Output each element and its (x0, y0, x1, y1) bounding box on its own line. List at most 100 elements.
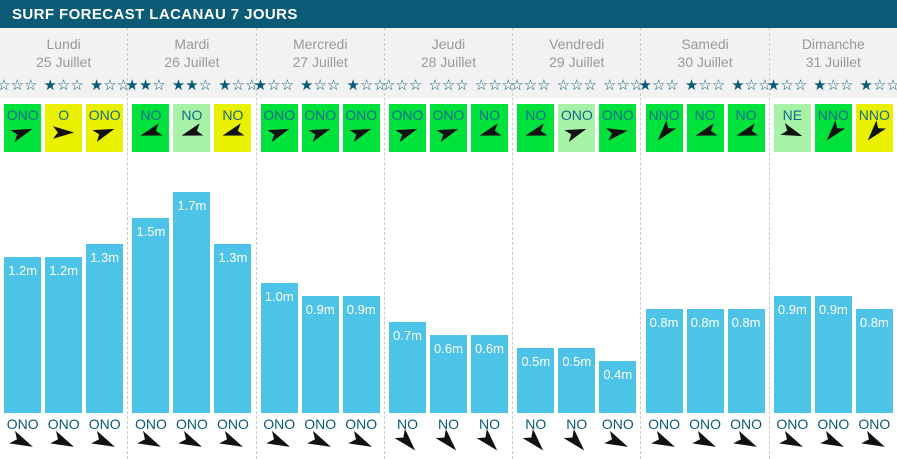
wind-direction-label: NE (782, 107, 803, 123)
wind-direction-label: ONO (263, 107, 296, 123)
wave-height-bar: 1.5m (132, 218, 170, 413)
wind-direction-label: NNO (858, 107, 890, 123)
wave-height-value: 0.6m (434, 341, 463, 356)
surf-rating-stars: ☆☆☆ ☆☆☆ ☆☆☆ (379, 76, 518, 94)
star-group: ★☆☆ (638, 77, 679, 94)
direction-arrow-icon (219, 430, 244, 447)
wind-cell: ONO (301, 104, 339, 152)
wind-direction-label: ONO (391, 107, 424, 123)
wave-height-bar: 1.2m (4, 257, 42, 413)
swell-direction-label: ONO (648, 416, 680, 432)
swell-item: ONO (646, 416, 683, 459)
direction-arrow-icon (92, 128, 115, 143)
swell-direction-label: ONO (776, 416, 809, 432)
swell-direction-label: ONO (263, 416, 296, 432)
swell-direction-label: ONO (88, 416, 121, 432)
direction-arrow-icon (736, 123, 758, 136)
star-group: ★★☆ (171, 77, 213, 94)
day-column: Jeudi 28 Juillet ☆☆☆ ☆☆☆ ☆☆☆ ONO ONO NO 0.7m… (382, 28, 515, 459)
wind-cell: ONO (260, 104, 298, 152)
day-date: 29 Juillet (549, 54, 605, 70)
swell-direction-label: ONO (304, 416, 337, 432)
swell-row: ONO ONO ONO (769, 413, 897, 459)
wave-height-value: 0.8m (859, 315, 889, 330)
wave-height-value: 0.9m (818, 302, 848, 317)
wind-direction-label: NO (525, 107, 547, 123)
wave-height-value: 1.3m (218, 250, 248, 265)
swell-item: NO (558, 416, 595, 459)
wave-height-bars: 1.5m 1.7m 1.3m (128, 154, 256, 413)
direction-arrow-icon (395, 128, 418, 143)
surf-rating-stars: ★★☆ ★★☆ ★☆☆ (122, 76, 261, 94)
swell-direction-label: NO (478, 416, 500, 432)
wave-height-value: 0.8m (731, 315, 761, 330)
wave-height-bar: 0.4m (599, 361, 637, 413)
direction-arrow-icon (306, 430, 331, 447)
day-date: 25 Juillet (36, 54, 92, 70)
wave-height-value: 0.8m (649, 315, 679, 330)
wave-height-bars: 0.8m 0.8m 0.8m (641, 154, 769, 413)
star-group: ☆☆☆ (0, 77, 38, 94)
wind-direction-label: NO (694, 107, 716, 123)
wave-height-bar: 0.9m (301, 296, 339, 413)
wind-cell: NO (727, 104, 765, 152)
direction-arrow-icon (222, 123, 245, 136)
swell-item: ONO (132, 416, 169, 459)
wind-cell: NNO (645, 104, 683, 152)
swell-item: ONO (4, 416, 41, 459)
swell-item: ONO (856, 416, 893, 459)
swell-direction-label: ONO (175, 416, 208, 432)
swell-row: ONO ONO ONO (256, 413, 384, 459)
surf-rating-stars: ★☆☆ ★☆☆ ★☆☆ (764, 76, 897, 94)
direction-arrow-icon (525, 123, 548, 136)
swell-row: ONO ONO ONO (128, 413, 256, 459)
star-group: ★☆☆ (346, 77, 387, 94)
wind-cell: NO (173, 104, 211, 152)
swell-row: NO NO ONO (513, 413, 641, 459)
wind-row: NNO NO NO (641, 98, 769, 154)
swell-direction-label: ONO (134, 416, 167, 432)
wave-height-bar: 1.7m (173, 192, 211, 413)
wind-cell: ONO (342, 104, 380, 152)
direction-arrow-icon (819, 430, 844, 447)
day-name: Vendredi (549, 36, 605, 52)
day-header: Lundi 25 Juillet ☆☆☆ ★☆☆ ★☆☆ (0, 28, 131, 98)
day-column: Mercredi 27 Juillet ★☆☆ ★☆☆ ★☆☆ ONO ONO ONO … (254, 28, 387, 459)
wind-cell: NO (132, 104, 170, 152)
wind-direction-label: NO (222, 107, 244, 123)
swell-direction-label: NO (525, 416, 547, 432)
swell-item: ONO (173, 416, 210, 459)
direction-arrow-icon (137, 430, 162, 447)
wave-height-bars: 1.2m 1.2m 1.3m (0, 154, 128, 413)
wind-direction-label: NO (140, 107, 162, 123)
star-group: ★☆☆ (89, 77, 131, 94)
swell-row: ONO ONO ONO (0, 413, 128, 459)
wave-height-value: 0.6m (475, 341, 504, 356)
wind-direction-label: ONO (432, 107, 465, 123)
wave-height-bar: 0.8m (686, 309, 724, 413)
direction-arrow-icon (604, 430, 629, 447)
swell-direction-label: ONO (6, 416, 39, 432)
star-group: ★☆☆ (813, 77, 854, 94)
direction-arrow-icon (347, 430, 372, 447)
swell-direction-label: ONO (345, 416, 378, 432)
wind-direction-label: ONO (6, 107, 39, 123)
swell-direction-label: NO (437, 416, 459, 432)
direction-arrow-icon (826, 120, 845, 141)
wind-cell: NO (517, 104, 555, 152)
direction-arrow-icon (181, 123, 204, 136)
wave-height-value: 0.9m (305, 302, 335, 317)
swell-direction-label: ONO (689, 416, 721, 432)
day-name: Jeudi (431, 36, 466, 52)
day-name: Mercredi (292, 36, 348, 52)
wind-cell: O (45, 104, 83, 152)
star-group: ★☆☆ (684, 77, 726, 94)
day-date: 31 Juillet (805, 54, 861, 70)
swell-item: NO (430, 416, 467, 459)
swell-direction-label: NO (566, 416, 588, 432)
day-header: Vendredi 29 Juillet ☆☆☆ ☆☆☆ ☆☆☆ (510, 28, 643, 98)
wave-height-value: 1.0m (264, 289, 294, 304)
wind-direction-label: NNO (648, 107, 680, 123)
swell-item: ONO (774, 416, 811, 459)
wind-direction-label: ONO (560, 107, 593, 123)
